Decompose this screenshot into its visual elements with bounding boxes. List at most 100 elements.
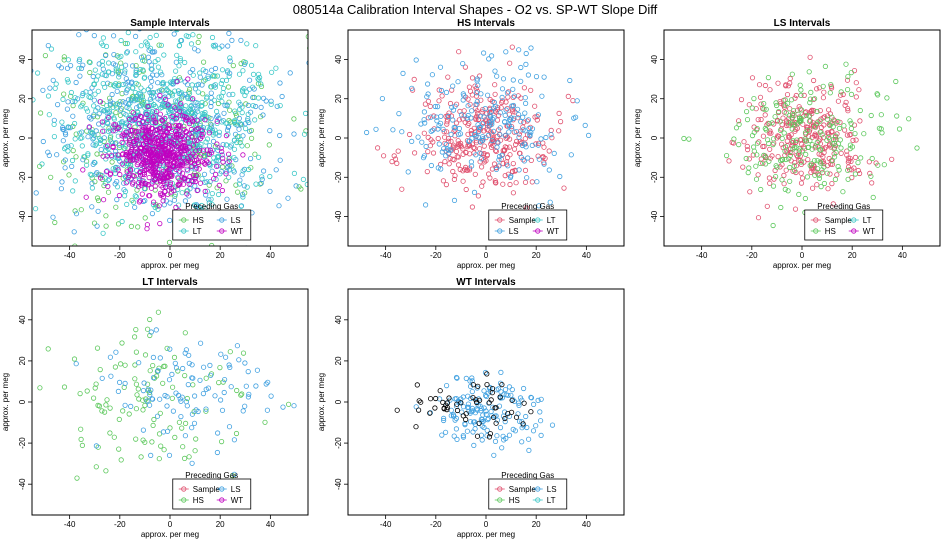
data-point-sample [425,98,432,104]
data-point-ls [260,112,266,118]
data-point-hs [858,155,864,161]
data-point-ls [195,118,201,124]
data-point-lt [240,68,246,74]
data-point-ls [155,80,161,86]
data-point-ls [503,107,509,113]
data-point-sample [440,178,447,184]
data-point-ls [166,377,173,383]
data-point-hs [829,158,835,164]
data-point-ls [494,144,500,150]
data-point-sample [726,158,732,164]
data-point-ls [516,47,522,53]
data-point-lt [158,105,164,111]
data-point-wt [151,172,157,178]
data-point-ls [140,388,146,394]
data-point-hs [786,120,792,126]
data-point-sample [504,106,510,112]
data-point-sample [511,146,518,152]
data-point-wt [136,180,142,186]
data-point-hs [227,349,233,355]
y-tick-label: 40 [650,54,659,63]
data-point-ls [538,136,544,142]
data-point-sample [767,146,773,152]
x-tick-label: -20 [430,520,442,529]
data-point-sample [467,151,473,157]
data-point-ls [178,414,184,420]
legend-marker [813,217,819,223]
data-point-wt [127,123,133,129]
legend-entry: Sample [509,216,537,225]
data-point-ls [516,402,522,408]
x-axis-label: approx. per meg [141,530,199,539]
data-point-sample [846,158,852,164]
legend-box [488,478,568,510]
data-point-hs [96,403,103,409]
data-point-wt [186,121,192,127]
data-point-wt [181,175,187,181]
data-point-ls [474,78,480,84]
data-point-hs [797,82,803,88]
data-point-wt [144,144,150,150]
data-point-ls [137,30,142,32]
data-point-lt [232,121,238,127]
data-point-hs [170,384,176,390]
data-point-ls [450,412,456,418]
data-point-lt [173,30,179,32]
data-point-wt [127,152,133,158]
data-point-hs [142,352,149,358]
data-point-ls [477,403,483,409]
legend-marker [219,217,225,223]
data-point-ls [104,168,110,174]
data-point-hs [761,101,767,107]
data-point-hs [151,416,157,423]
data-point-hs [203,375,209,381]
data-point-ls [103,52,109,59]
data-point-ls [536,156,542,162]
data-point-ls [502,119,508,125]
data-point-ls [236,126,242,132]
data-point-sample [479,164,485,170]
data-point-hs [91,220,98,226]
data-point-wt [171,154,177,160]
data-point-hs [113,110,119,116]
data-point-sample [826,131,832,137]
data-point-sample [856,87,862,93]
data-point-lt [240,194,246,200]
data-point-sample [389,159,395,165]
data-point-sample [498,137,504,143]
data-point-ls [454,436,460,442]
data-point-ls [267,128,273,134]
legend-entry: LT [547,496,556,505]
data-point-lt [186,90,193,97]
data-point-black [491,414,497,420]
data-point-lt [210,42,216,49]
data-point-hs [305,34,308,40]
data-point-wt [165,102,171,108]
data-point-hs [733,125,740,131]
data-point-sample [427,143,434,149]
data-point-ls [502,419,508,425]
data-point-hs [835,163,841,170]
data-point-ls [537,409,543,415]
data-point-lt [70,188,76,194]
data-point-ls [481,388,487,394]
data-point-lt [190,72,196,78]
data-point-ls [60,138,66,144]
data-point-ls [529,126,536,132]
data-point-ls [132,204,138,210]
data-point-sample [425,134,431,141]
data-point-hs [103,223,109,229]
data-point-lt [256,77,262,83]
data-point-hs [838,89,844,95]
data-point-ls [287,70,293,76]
data-point-ls [510,86,516,92]
data-point-sample [456,49,462,55]
data-point-lt [301,131,308,137]
data-point-lt [173,68,179,74]
data-point-wt [157,161,163,167]
data-point-wt [168,189,174,195]
data-point-wt [139,137,145,143]
data-point-lt [172,76,178,82]
data-point-ls [120,99,126,105]
x-tick-label: -40 [380,251,392,260]
